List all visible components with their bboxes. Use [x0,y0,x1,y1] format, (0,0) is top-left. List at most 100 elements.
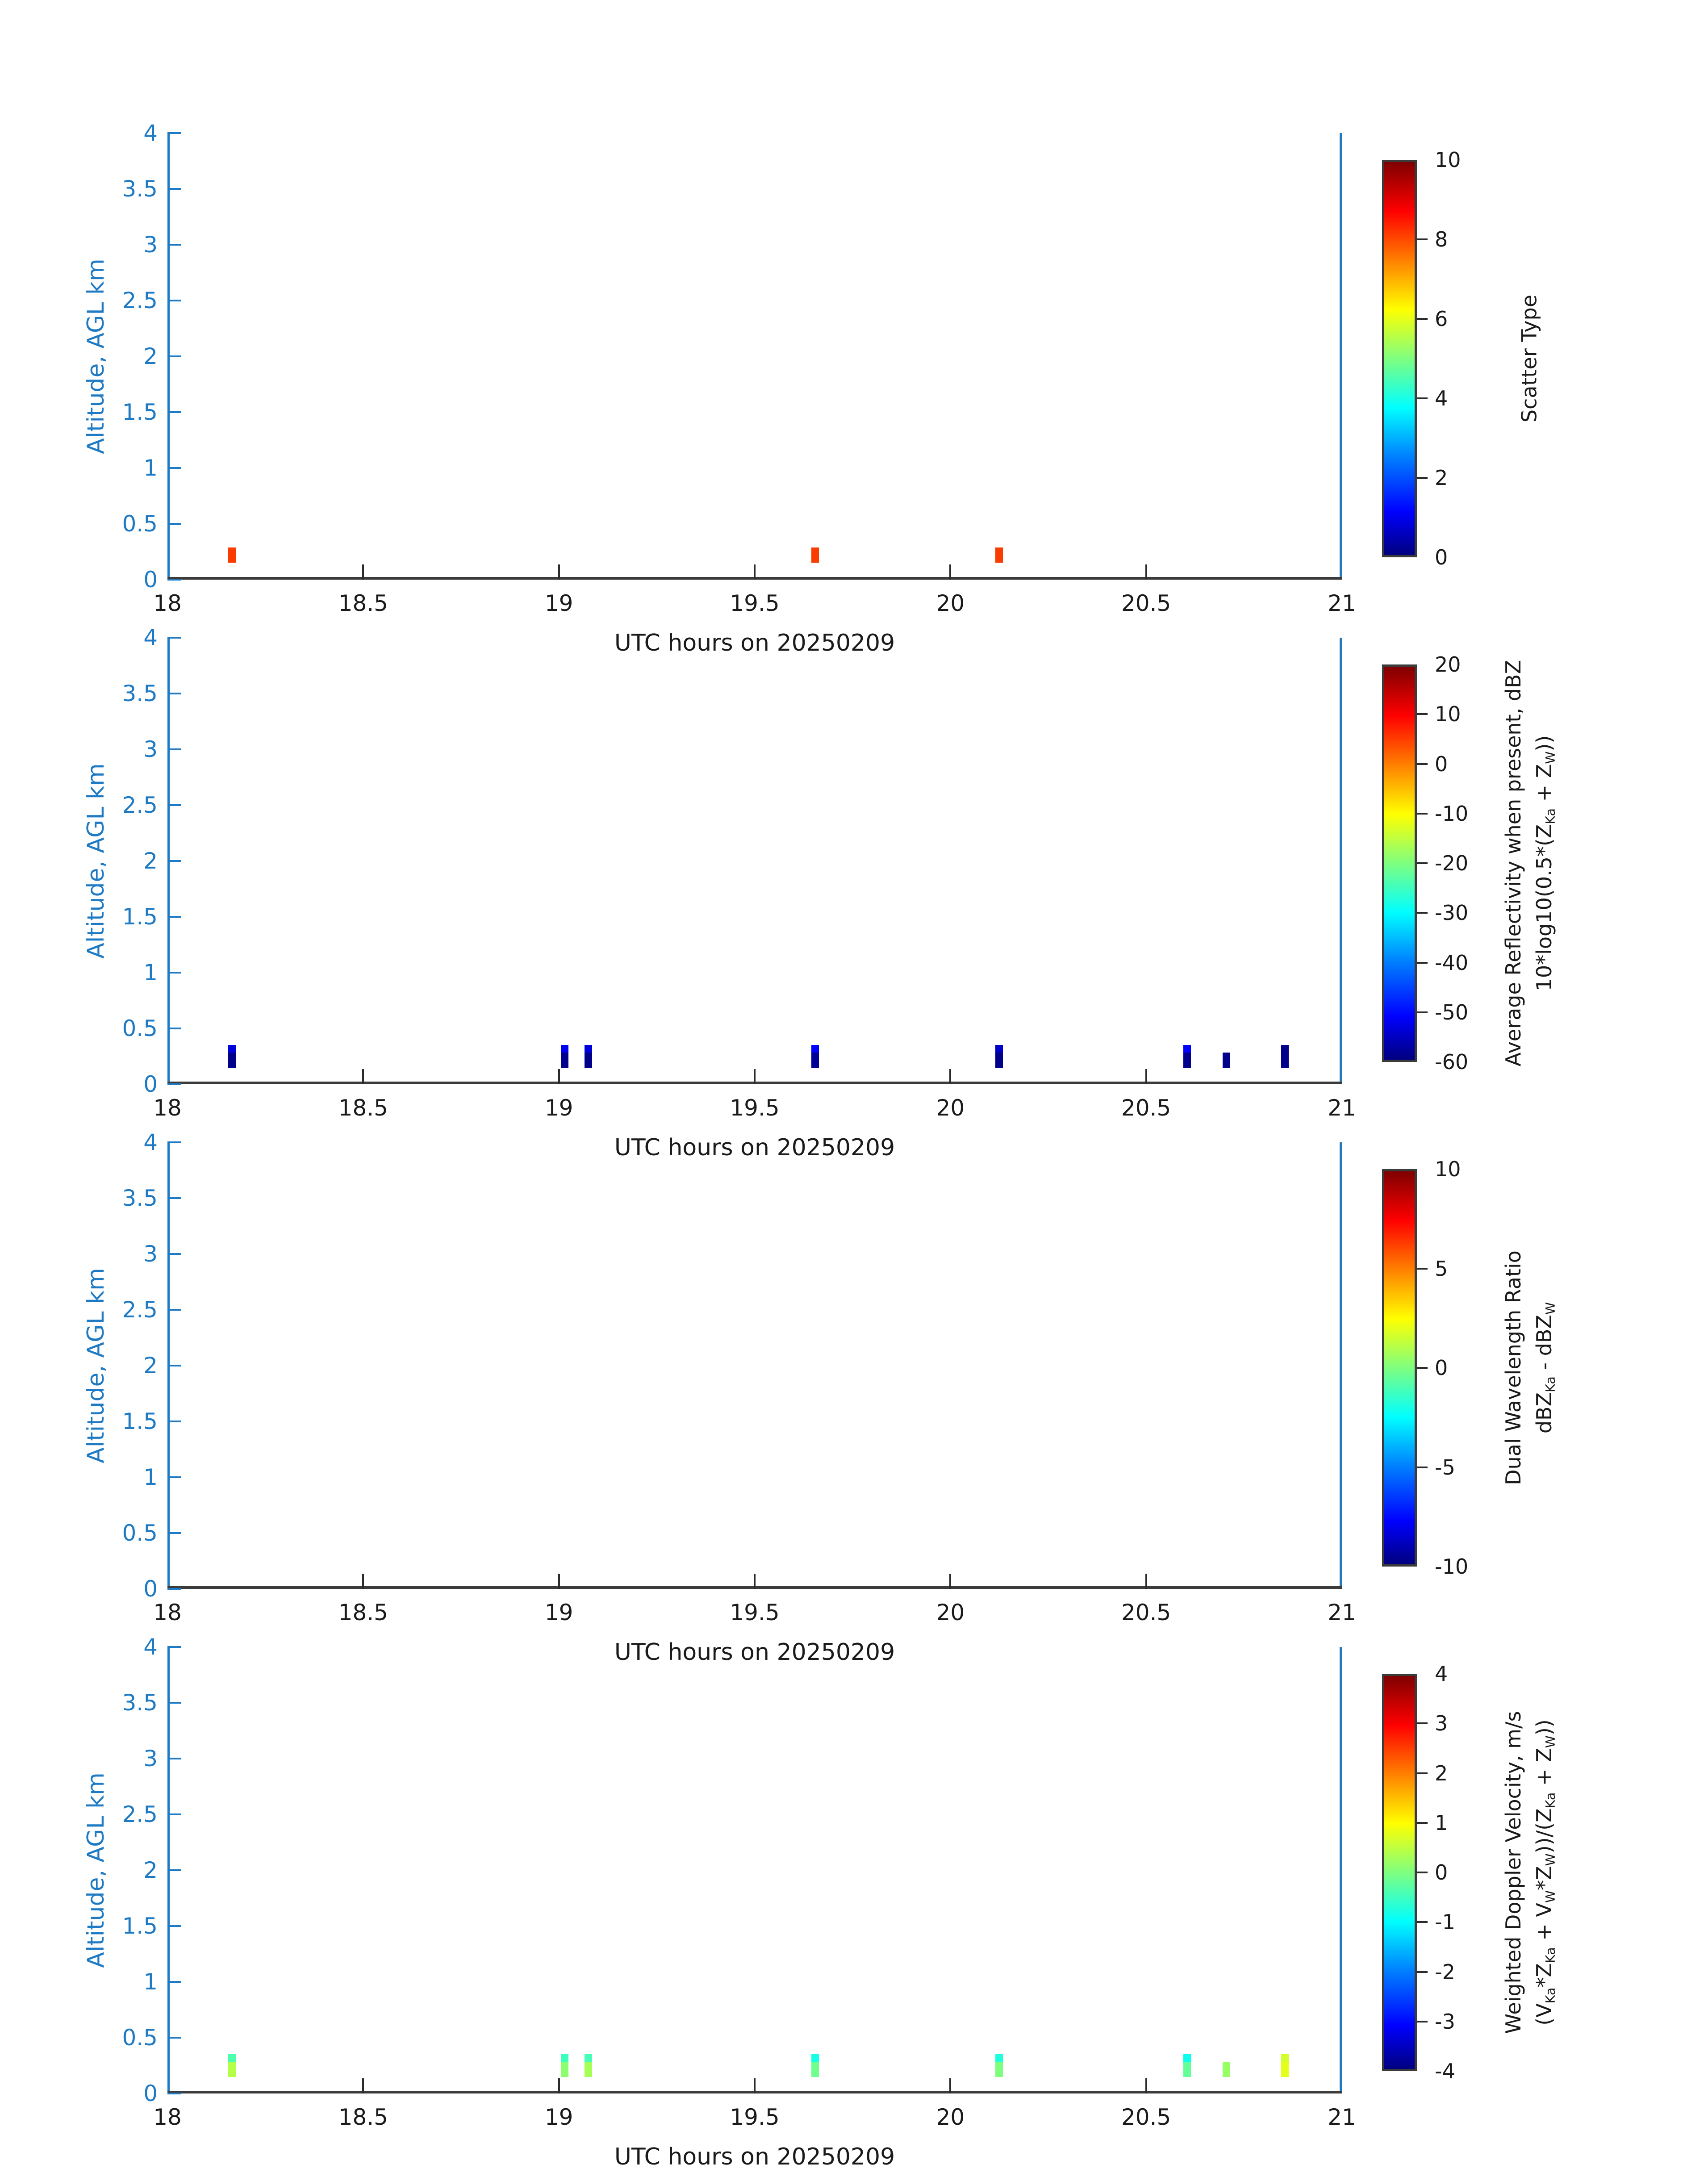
colorbar-tick-mark [1417,812,1428,815]
colorbar-gradient-4 [1382,1674,1417,2071]
x-tick-label: 19 [544,1095,573,1121]
y-tick-label: 0 [143,1071,158,1097]
colorbar-tick-label: 0 [1435,1356,1448,1380]
colorbar-title-line2-2: 10*log10(0.5*(ZKa + ZW)) [1532,735,1558,991]
colorbar-tick-label: 0 [1435,545,1448,569]
y-tick-label: 1 [143,960,158,986]
y-tick-mark [167,1869,181,1871]
y-tick-label: 1.5 [122,904,158,930]
colorbar-4: -4 -3 -2 -1 0 1 2 3 4 Weighted Doppler Velocity,… [1382,1663,1695,2081]
x-tick-label: 19 [544,1600,573,1625]
x-tick-mark [362,1069,364,1084]
x-tick-label: 20 [936,2104,965,2130]
colorbar-tick-label: 4 [1435,386,1448,410]
colorbar-tick-mark [1417,912,1428,914]
colorbar-3: -10 -5 0 5 10 Dual Wavelength Ratio dBZKa - … [1382,1159,1695,1577]
y-tick-label: 1 [143,455,158,481]
colorbar-tick-label: -1 [1435,1910,1455,1935]
data-cell [995,2062,1003,2077]
colorbar-tick-label: 0 [1435,752,1448,776]
colorbar-1: 0 2 4 6 8 10 Scatter Type [1382,150,1695,568]
x-tick-label: 19.5 [730,1095,780,1121]
data-cell [1222,1053,1230,1068]
y-tick-label: 3 [143,232,158,258]
x-tick-mark [362,1574,364,1589]
x-tick-label: 20.5 [1121,1095,1171,1121]
colorbar-title-line1-2: Average Reflectivity when present, dBZ [1501,660,1526,1067]
colorbar-tick-label: -30 [1435,901,1469,925]
x-tick-mark [1145,1574,1147,1589]
data-cell [584,2062,592,2077]
x-tick-label: 21 [1328,590,1356,616]
y-tick-mark [167,1476,181,1478]
y-tick-mark [167,1925,181,1927]
axis-spine-right-3 [1340,1142,1342,1589]
y-tick-label: 4 [143,120,158,146]
x-tick-mark [362,564,364,580]
colorbar-tick-label: -2 [1435,1960,1455,1984]
data-cell [584,1053,592,1068]
y-tick-mark [167,2093,181,2094]
y-tick-label: 1 [143,1464,158,1490]
y-tick-label: 4 [143,1129,158,1155]
y-tick-mark [167,1588,181,1590]
y-tick-label: 3 [143,736,158,762]
y-tick-label: 3.5 [122,1185,158,1211]
colorbar-tick-label: -20 [1435,851,1469,875]
y-tick-mark [167,1532,181,1534]
y-tick-mark [167,1309,181,1311]
data-cell [995,547,1003,563]
y-tick-mark [167,637,181,639]
colorbar-tick-label: -50 [1435,1000,1469,1024]
y-axis-title-4: Altitude, AGL km [83,1772,109,1968]
colorbar-gradient-1 [1382,160,1417,557]
axes-3: 0 0.5 1 1.5 2 2.5 3 3.5 4 18 18.5 19 19.5 20 20.5 21 [122,1131,1356,1624]
colorbar-tick-label: -60 [1435,1050,1469,1074]
y-tick-mark [167,860,181,862]
x-tick-label: 19 [544,590,573,616]
data-cell [811,2062,819,2077]
y-tick-mark [167,1758,181,1759]
colorbar-tick-mark [1417,238,1428,240]
data-cell [995,1053,1003,1068]
colorbar-tick-mark [1417,2020,1428,2022]
colorbar-tick-label: -10 [1435,1554,1469,1579]
colorbar-tick-label: 10 [1435,148,1461,172]
x-tick-mark [558,1574,560,1589]
colorbar-2: -60 -50 -40 -30 -20 -10 0 10 20 Average Reflecti… [1382,654,1695,1072]
y-tick-mark [167,916,181,918]
x-tick-label: 18 [153,1600,182,1625]
x-tick-label: 19.5 [730,1600,780,1625]
y-tick-mark [167,1141,181,1143]
y-tick-mark [167,1253,181,1255]
y-tick-label: 2 [143,1857,158,1883]
y-axis-title-3: Altitude, AGL km [83,1268,109,1463]
y-tick-label: 0.5 [122,1015,158,1041]
panel-dual-wavelength-ratio: Altitude, AGL km UTC hours on 20250209 0… [0,1090,1708,1666]
data-cell [1183,2062,1191,2077]
y-tick-mark [167,1083,181,1085]
x-tick-mark [362,2078,364,2093]
y-tick-mark [167,244,181,246]
y-tick-label: 0 [143,2081,158,2106]
y-tick-label: 3.5 [122,681,158,706]
y-tick-label: 3.5 [122,1690,158,1716]
axes-4: 0 0.5 1 1.5 2 2.5 3 3.5 4 18 18.5 19 19.5 20 20.5 21 [122,1636,1356,2128]
axis-spine-right-2 [1340,638,1342,1084]
x-tick-mark [949,564,952,580]
colorbar-title-line1-4: Weighted Doppler Velocity, m/s [1501,1711,1526,2034]
y-tick-label: 3 [143,1241,158,1267]
y-tick-label: 4 [143,625,158,651]
axis-spine-right-4 [1340,1647,1342,2093]
colorbar-tick-label: 4 [1435,1662,1448,1686]
colorbar-tick-label: -10 [1435,801,1469,826]
colorbar-tick-label: -5 [1435,1455,1455,1479]
y-tick-label: 3 [143,1746,158,1772]
colorbar-tick-mark [1417,1971,1428,1973]
colorbar-tick-mark [1417,1872,1428,1873]
colorbar-title-2: Average Reflectivity when present, dBZ 1… [1498,660,1561,1066]
colorbar-title-3: Dual Wavelength Ratio dBZKa - dBZW [1498,1250,1561,1485]
data-cell [1222,2062,1230,2077]
x-tick-label: 18.5 [338,2104,388,2130]
data-cell [811,1053,819,1068]
